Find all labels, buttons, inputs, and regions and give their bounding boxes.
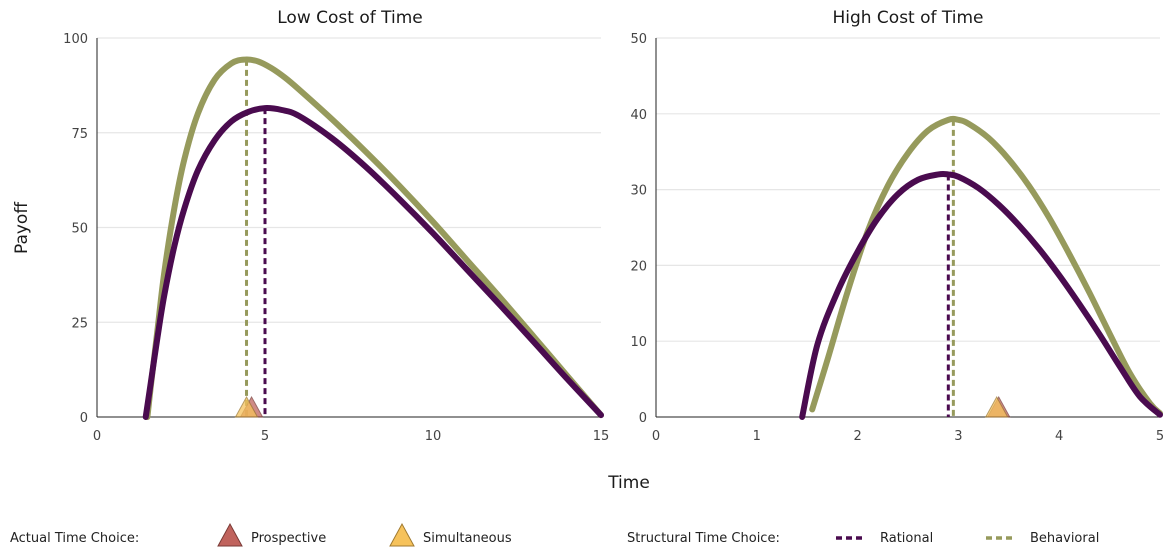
actual-choice-markers bbox=[234, 395, 264, 418]
chart-low-cost: 0 5 10 15 0 25 50 75 100 Low Cost of Time bbox=[63, 8, 609, 444]
x-tick-label: 0 bbox=[652, 429, 660, 444]
x-axis-label: Time bbox=[607, 473, 650, 493]
x-tick-label: 3 bbox=[954, 429, 962, 444]
y-tick-label: 30 bbox=[630, 184, 647, 199]
legend-prospective-label: Prospective bbox=[251, 531, 326, 546]
x-tick-label: 4 bbox=[1055, 429, 1063, 444]
x-tick-label: 2 bbox=[853, 429, 861, 444]
chart-high-cost: 0 1 2 3 4 5 0 10 20 30 40 50 High Cost of Time bbox=[630, 8, 1164, 444]
legend-simultaneous-marker-icon bbox=[389, 522, 415, 547]
payoff-curves bbox=[142, 56, 604, 420]
y-tick-label: 40 bbox=[630, 108, 647, 123]
chart-title-high-cost: High Cost of Time bbox=[832, 8, 983, 28]
y-axis-label: Payoff bbox=[12, 201, 32, 254]
legend-actual-title: Actual Time Choice: bbox=[10, 531, 139, 546]
actual-choice-markers bbox=[984, 395, 1011, 418]
actual-choice-marker-simultaneous bbox=[234, 395, 259, 418]
y-tick-label: 50 bbox=[71, 222, 88, 237]
y-tick-labels: 0 10 20 30 40 50 bbox=[630, 32, 647, 426]
axes bbox=[655, 38, 1160, 418]
y-tick-label: 100 bbox=[63, 32, 88, 47]
y-tick-label: 0 bbox=[80, 411, 88, 426]
axes bbox=[96, 38, 601, 418]
y-tick-label: 25 bbox=[71, 316, 88, 331]
structural-choice-lines bbox=[245, 59, 267, 417]
legend-rational-label: Rational bbox=[880, 531, 933, 546]
structural-choice-lines bbox=[946, 119, 955, 417]
actual-choice-marker-simultaneous bbox=[984, 395, 1009, 418]
y-tick-label: 0 bbox=[639, 411, 647, 426]
y-tick-labels: 0 25 50 75 100 bbox=[63, 32, 88, 426]
legend-prospective-marker-icon bbox=[217, 522, 243, 547]
x-tick-label: 10 bbox=[425, 429, 442, 444]
y-tick-label: 20 bbox=[630, 259, 647, 274]
x-tick-label: 0 bbox=[93, 429, 101, 444]
chart-title-low-cost: Low Cost of Time bbox=[277, 8, 422, 28]
y-tick-label: 75 bbox=[71, 127, 88, 142]
x-tick-label: 5 bbox=[261, 429, 269, 444]
legend-simultaneous-label: Simultaneous bbox=[423, 531, 512, 546]
grid-lines bbox=[656, 37, 1160, 342]
x-tick-labels: 0 1 2 3 4 5 bbox=[652, 429, 1164, 444]
y-tick-label: 10 bbox=[630, 335, 647, 350]
payoff-curve-behavioral bbox=[809, 115, 1163, 417]
legend-behavioral-label: Behavioral bbox=[1030, 531, 1099, 546]
x-tick-label: 5 bbox=[1156, 429, 1164, 444]
grid-lines bbox=[97, 37, 601, 323]
legend: Actual Time Choice: Prospective Simultan… bbox=[10, 522, 1099, 547]
x-tick-label: 1 bbox=[753, 429, 761, 444]
x-tick-labels: 0 5 10 15 bbox=[93, 429, 609, 444]
payoff-curve-rational bbox=[142, 105, 604, 420]
payoff-curve-rational bbox=[799, 170, 1163, 420]
legend-structural-title: Structural Time Choice: bbox=[627, 531, 780, 546]
payoff-curve-behavioral bbox=[144, 56, 604, 420]
x-tick-label: 15 bbox=[593, 429, 610, 444]
payoff-curves bbox=[799, 115, 1163, 420]
y-tick-label: 50 bbox=[630, 32, 647, 47]
